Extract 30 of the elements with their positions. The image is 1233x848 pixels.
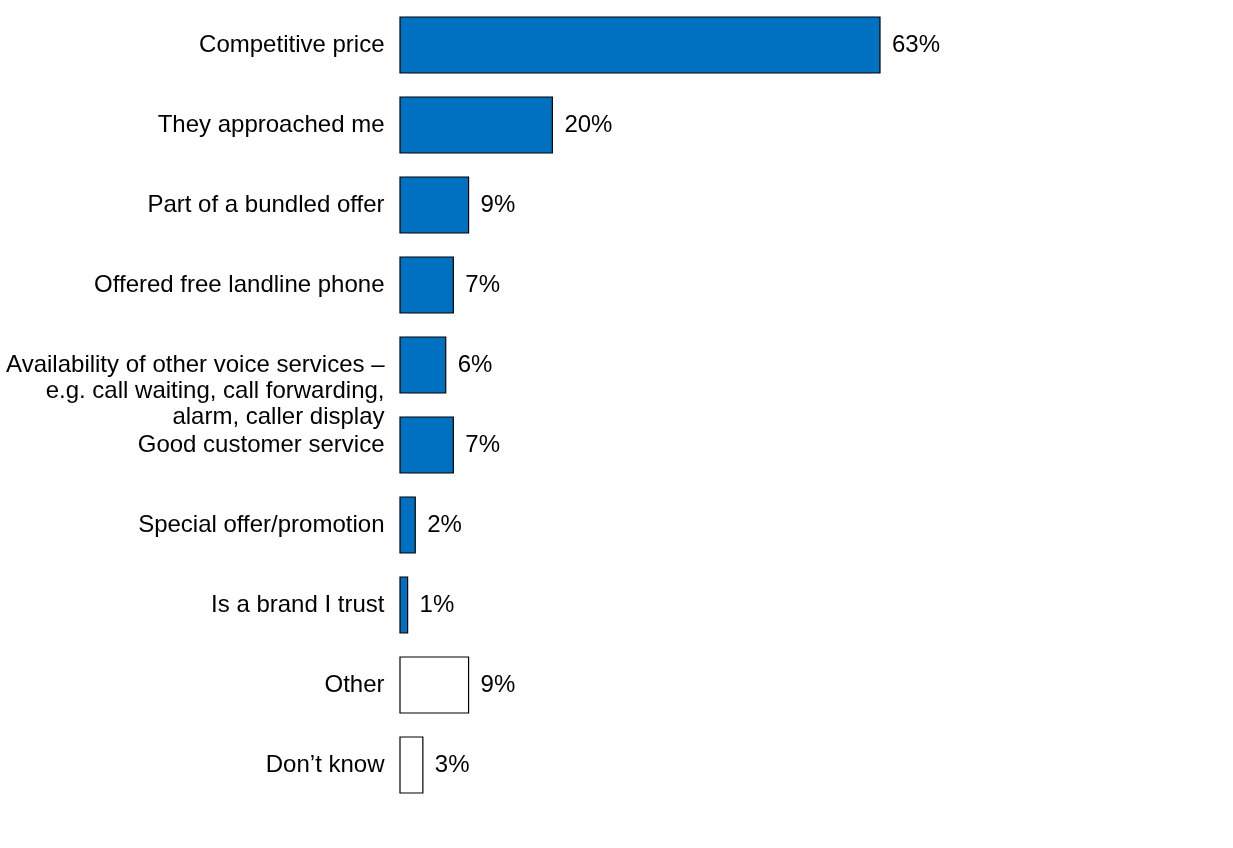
data-label: 7% bbox=[465, 270, 501, 297]
y-tick-label: Other bbox=[324, 670, 385, 697]
bar bbox=[399, 16, 881, 74]
data-label: 7% bbox=[465, 430, 501, 457]
data-label: 20% bbox=[564, 110, 613, 137]
data-label: 9% bbox=[480, 190, 516, 217]
data-label: 63% bbox=[892, 30, 941, 57]
y-tick-label: Competitive price bbox=[199, 30, 385, 57]
bar bbox=[399, 176, 470, 234]
data-label: 2% bbox=[427, 510, 462, 537]
y-tick-label: Availability of other voice services – e.g. call waiting, call forwarding, alarm, caller display bbox=[6, 350, 386, 429]
bar bbox=[399, 256, 454, 314]
bar bbox=[399, 496, 416, 554]
bar bbox=[399, 656, 470, 714]
y-tick-label: Offered free landline phone bbox=[94, 270, 385, 297]
y-tick-label: Don’t know bbox=[265, 750, 386, 777]
y-tick-label: They approached me bbox=[157, 110, 385, 137]
y-tick-label: Part of a bundled offer bbox=[147, 190, 385, 217]
bar bbox=[399, 736, 424, 794]
bar bbox=[399, 96, 553, 154]
y-tick-label: Special offer/promotion bbox=[138, 510, 385, 537]
y-tick-label: Is a brand I trust bbox=[211, 590, 385, 617]
data-label: 1% bbox=[419, 590, 455, 617]
bar bbox=[399, 416, 454, 474]
data-label: 6% bbox=[457, 350, 493, 377]
y-tick-label: Good customer service bbox=[137, 430, 385, 457]
data-label: 3% bbox=[434, 750, 470, 777]
bar bbox=[399, 576, 409, 634]
data-label: 9% bbox=[480, 670, 516, 697]
bar bbox=[399, 336, 447, 394]
